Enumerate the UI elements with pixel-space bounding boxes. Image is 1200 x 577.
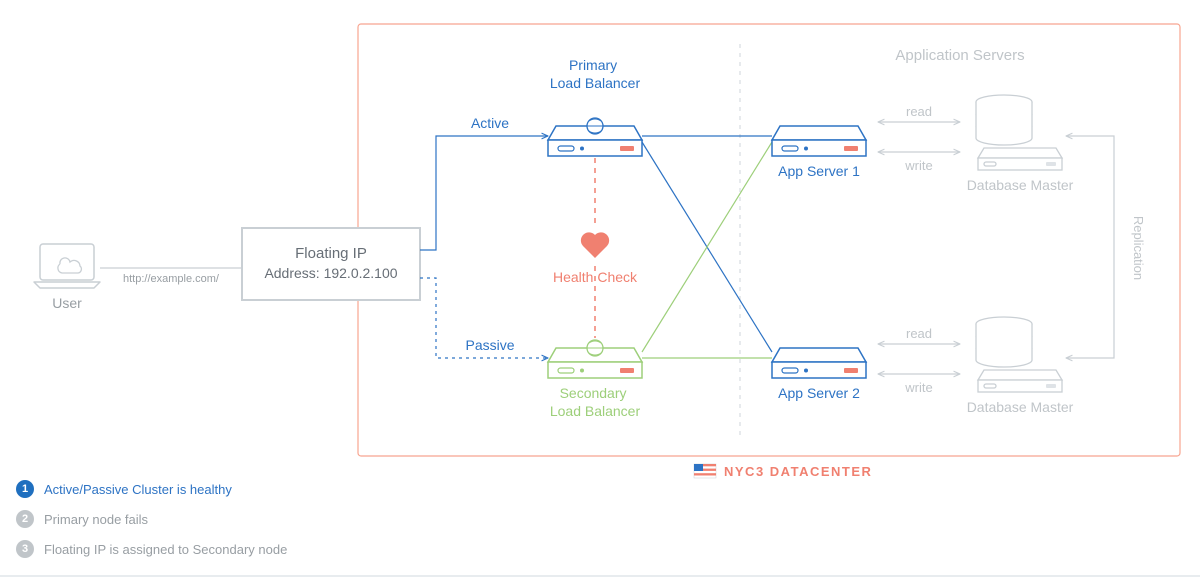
legend-item-1: 1 Active/Passive Cluster is healthy: [16, 480, 287, 498]
legend-text-2: Primary node fails: [44, 512, 148, 527]
legend-text-3: Floating IP is assigned to Secondary nod…: [44, 542, 287, 557]
edge-fip-to-primary: [420, 136, 548, 250]
legend-badge-1: 1: [16, 480, 34, 498]
health-check-label: Health Check: [553, 269, 638, 285]
user-laptop-icon: [34, 244, 100, 288]
floating-ip-title: Floating IP: [295, 245, 367, 262]
app1-write-label: write: [904, 158, 932, 173]
floating-ip-box: [242, 228, 420, 300]
database-master-2-icon: [976, 317, 1062, 392]
replication-label: Replication: [1131, 216, 1146, 280]
datacenter-label: NYC3 DATACENTER: [724, 464, 872, 479]
database-master-1-label: Database Master: [967, 177, 1074, 193]
legend: 1 Active/Passive Cluster is healthy 2 Pr…: [16, 480, 287, 570]
app-servers-title: Application Servers: [895, 47, 1024, 64]
user-url: http://example.com/: [123, 273, 220, 285]
passive-label: Passive: [465, 337, 514, 353]
floating-ip-address: Address: 192.0.2.100: [264, 265, 397, 281]
heart-icon: [581, 232, 609, 258]
edge-replication: [1066, 136, 1114, 358]
legend-item-2: 2 Primary node fails: [16, 510, 287, 528]
legend-item-3: 3 Floating IP is assigned to Secondary n…: [16, 540, 287, 558]
app2-write-label: write: [904, 380, 932, 395]
app-server-1-icon: [772, 126, 866, 156]
legend-text-1: Active/Passive Cluster is healthy: [44, 482, 232, 497]
app-server-2-label: App Server 2: [778, 385, 860, 401]
secondary-lb-server-icon: [548, 340, 642, 378]
app1-read-label: read: [906, 104, 932, 119]
us-flag-icon: [694, 464, 716, 478]
legend-badge-3: 3: [16, 540, 34, 558]
primary-lb-server-icon: [548, 118, 642, 156]
app-server-2-icon: [772, 348, 866, 378]
user-label: User: [52, 295, 82, 311]
app-server-1-label: App Server 1: [778, 163, 860, 179]
database-master-2-label: Database Master: [967, 399, 1074, 415]
active-label: Active: [471, 115, 509, 131]
legend-badge-2: 2: [16, 510, 34, 528]
database-master-1-icon: [976, 95, 1062, 170]
app2-read-label: read: [906, 326, 932, 341]
primary-lb-title: Primary Load Balancer: [550, 57, 641, 91]
secondary-lb-title: Secondary Load Balancer: [550, 385, 641, 419]
